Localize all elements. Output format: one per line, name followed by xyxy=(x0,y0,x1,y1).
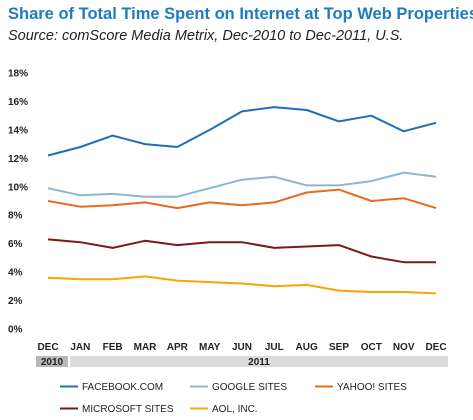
legend-label-facebook-com: FACEBOOK.COM xyxy=(82,382,163,393)
y-tick-label: 10% xyxy=(8,182,28,193)
x-tick-label: AUG xyxy=(296,342,318,353)
y-tick-label: 2% xyxy=(8,296,23,307)
y-tick-label: 14% xyxy=(8,125,28,136)
year-label-2011: 2011 xyxy=(248,357,270,368)
y-tick-label: 12% xyxy=(8,154,28,165)
chart-subtitle: Source: comScore Media Metrix, Dec-2010 … xyxy=(8,28,404,44)
y-tick-label: 16% xyxy=(8,97,28,108)
x-tick-label: MAY xyxy=(199,342,221,353)
x-tick-label: JAN xyxy=(70,342,90,353)
series-line-facebook-com xyxy=(47,106,437,157)
year-band-2010 xyxy=(36,356,68,367)
series-lines xyxy=(47,106,437,295)
y-tick-label: 8% xyxy=(8,211,23,222)
series-line-aol-inc xyxy=(47,275,437,295)
y-tick-label: 6% xyxy=(8,239,23,250)
legend-label-aol-inc: AOL, INC. xyxy=(212,404,258,415)
legend-label-yahoo-sites: YAHOO! SITES xyxy=(337,382,407,393)
series-line-yahoo-sites xyxy=(47,188,437,210)
y-tick-label: 4% xyxy=(8,268,23,279)
series-line-google-sites xyxy=(47,171,437,198)
legend-label-google-sites: GOOGLE SITES xyxy=(212,382,287,393)
y-tick-label: 18% xyxy=(8,69,28,80)
x-tick-label: APR xyxy=(167,342,189,353)
x-tick-label: DEC xyxy=(425,342,446,353)
y-axis: 0% 2% 4% 6% 8% 10% 12% 14% 16% 18% xyxy=(8,69,28,336)
year-label-2010: 2010 xyxy=(41,357,64,368)
x-axis: DEC JAN FEB MAR APR MAY JUN JUL AUG SEP OCT NOV DEC xyxy=(37,342,446,353)
x-tick-label: NOV xyxy=(393,342,415,353)
x-tick-label: JUL xyxy=(265,342,284,353)
x-tick-label: DEC xyxy=(37,342,58,353)
year-band-2011 xyxy=(70,356,448,367)
legend: FACEBOOK.COM GOOGLE SITES YAHOO! SITES MICR… xyxy=(60,382,407,415)
year-bar: 2010 2011 xyxy=(36,356,448,368)
x-tick-label: FEB xyxy=(103,342,123,353)
x-tick-label: JUN xyxy=(232,342,252,353)
chart-title: Share of Total Time Spent on Internet at… xyxy=(8,5,473,23)
x-tick-label: OCT xyxy=(361,342,382,353)
x-tick-label: SEP xyxy=(329,342,349,353)
legend-label-microsoft-sites: MICROSOFT SITES xyxy=(82,404,174,415)
x-tick-label: MAR xyxy=(134,342,158,353)
y-tick-label: 0% xyxy=(8,325,23,336)
series-line-microsoft-sites xyxy=(47,238,436,264)
